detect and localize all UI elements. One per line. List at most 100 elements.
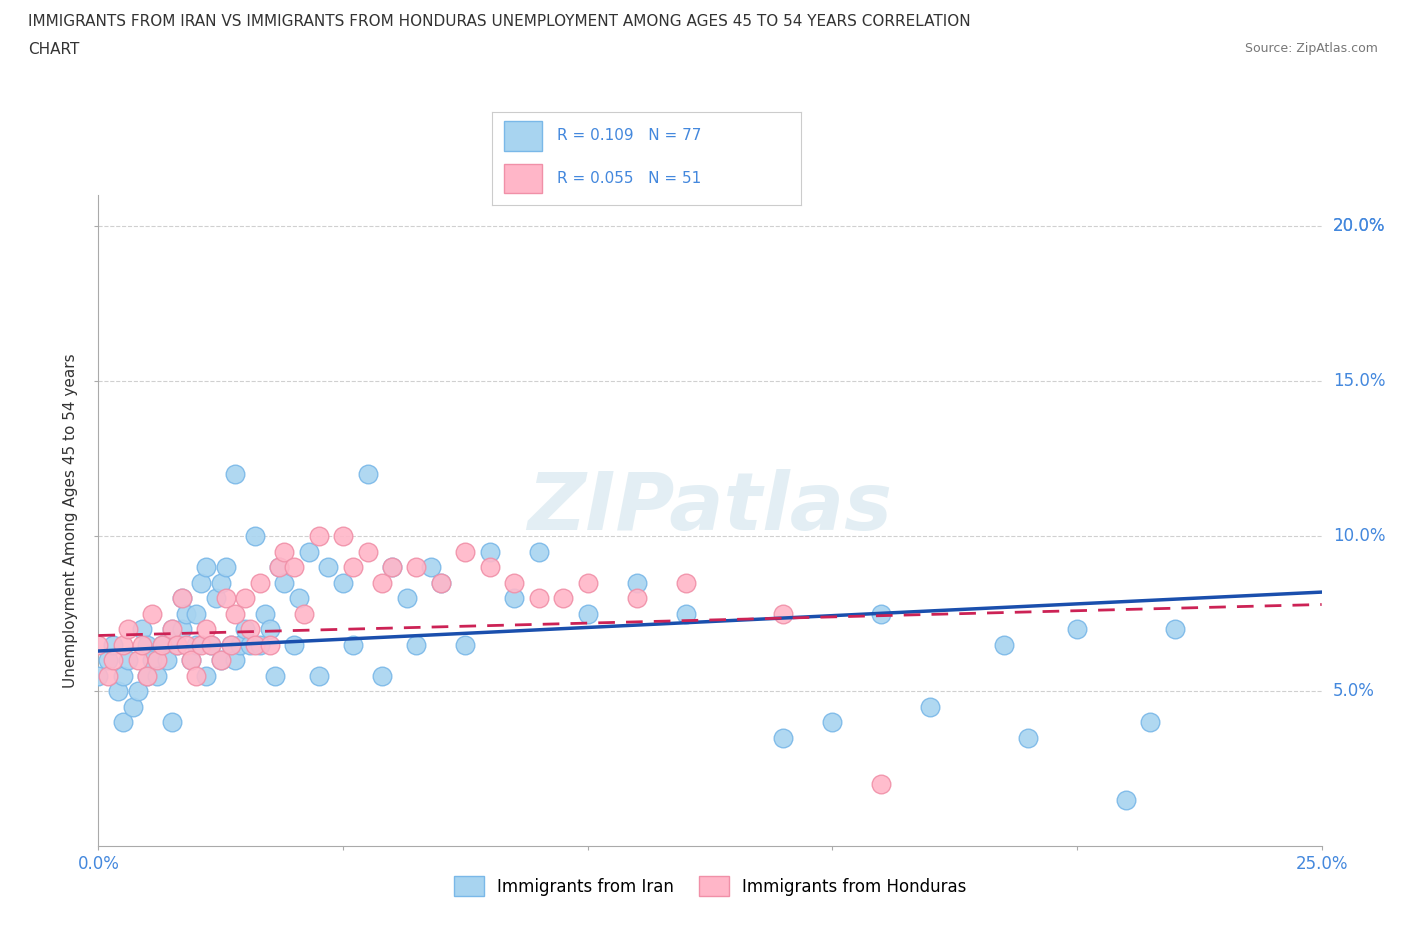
Text: 20.0%: 20.0% [1333,218,1385,235]
Point [253,606,276,621]
Point [239,622,262,637]
Point [1139,715,1161,730]
Point [200,637,222,652]
Point [772,606,794,621]
Point [283,637,305,652]
Point [224,606,246,621]
Point [527,544,550,559]
Text: 10.0%: 10.0% [1333,527,1385,545]
Point [131,637,153,652]
Bar [505,164,541,193]
Text: 15.0%: 15.0% [1333,372,1385,391]
Point [195,560,218,575]
Legend: Immigrants from Iran, Immigrants from Honduras: Immigrants from Iran, Immigrants from Ho… [447,870,973,903]
Point [190,637,212,652]
Point [870,777,893,791]
Point [454,544,477,559]
Point [332,529,354,544]
Text: ZIPatlas: ZIPatlas [527,469,893,547]
Point [283,560,305,575]
Text: IMMIGRANTS FROM IRAN VS IMMIGRANTS FROM HONDURAS UNEMPLOYMENT AMONG AGES 45 TO 5: IMMIGRANTS FROM IRAN VS IMMIGRANTS FROM … [28,14,970,29]
Text: 20.0%: 20.0% [1333,218,1385,235]
Point [229,637,252,652]
Point [273,544,295,559]
Point [121,699,143,714]
Point [127,684,149,698]
Point [503,591,526,605]
Point [371,576,394,591]
Point [626,576,648,591]
Point [920,699,942,714]
Point [318,560,340,575]
Point [209,576,232,591]
Point [675,576,697,591]
Point [136,669,159,684]
Point [111,669,134,684]
Point [180,653,202,668]
Point [111,637,134,652]
Point [263,669,285,684]
Point [219,637,242,652]
Text: R = 0.109   N = 77: R = 0.109 N = 77 [557,128,702,143]
Text: R = 0.055   N = 51: R = 0.055 N = 51 [557,171,702,186]
Point [772,730,794,745]
Point [224,653,246,668]
Point [675,606,697,621]
Point [146,653,169,668]
Point [298,544,321,559]
Point [269,560,291,575]
Point [176,637,198,652]
Point [430,576,453,591]
Point [160,622,183,637]
Point [821,715,844,730]
Point [478,560,501,575]
Point [200,637,222,652]
Point [243,637,266,652]
Point [214,591,236,605]
Point [503,576,526,591]
Point [146,669,169,684]
Point [131,622,153,637]
Point [117,622,139,637]
Point [870,606,893,621]
Point [141,653,163,668]
Point [395,591,418,605]
Point [156,653,179,668]
Point [1115,792,1137,807]
Point [288,591,311,605]
Point [478,544,501,559]
Point [356,467,378,482]
Point [214,560,236,575]
Point [381,560,404,575]
Point [233,591,256,605]
Point [381,560,404,575]
Point [190,576,212,591]
Point [160,622,183,637]
Point [342,560,364,575]
Point [186,637,208,652]
Point [150,637,173,652]
Point [405,637,427,652]
Point [356,544,378,559]
Point [249,637,271,652]
Point [166,637,188,652]
Point [273,576,295,591]
Point [576,606,599,621]
Point [576,576,599,591]
Point [111,715,134,730]
Point [97,653,120,668]
Point [1066,622,1088,637]
Point [170,591,193,605]
Point [101,637,124,652]
Point [186,606,208,621]
Point [195,622,218,637]
Text: 5.0%: 5.0% [1333,683,1375,700]
Point [420,560,443,575]
Point [97,669,120,684]
Point [249,576,271,591]
Point [1164,622,1187,637]
Point [150,637,173,652]
Point [233,622,256,637]
Point [87,669,110,684]
Point [239,637,262,652]
